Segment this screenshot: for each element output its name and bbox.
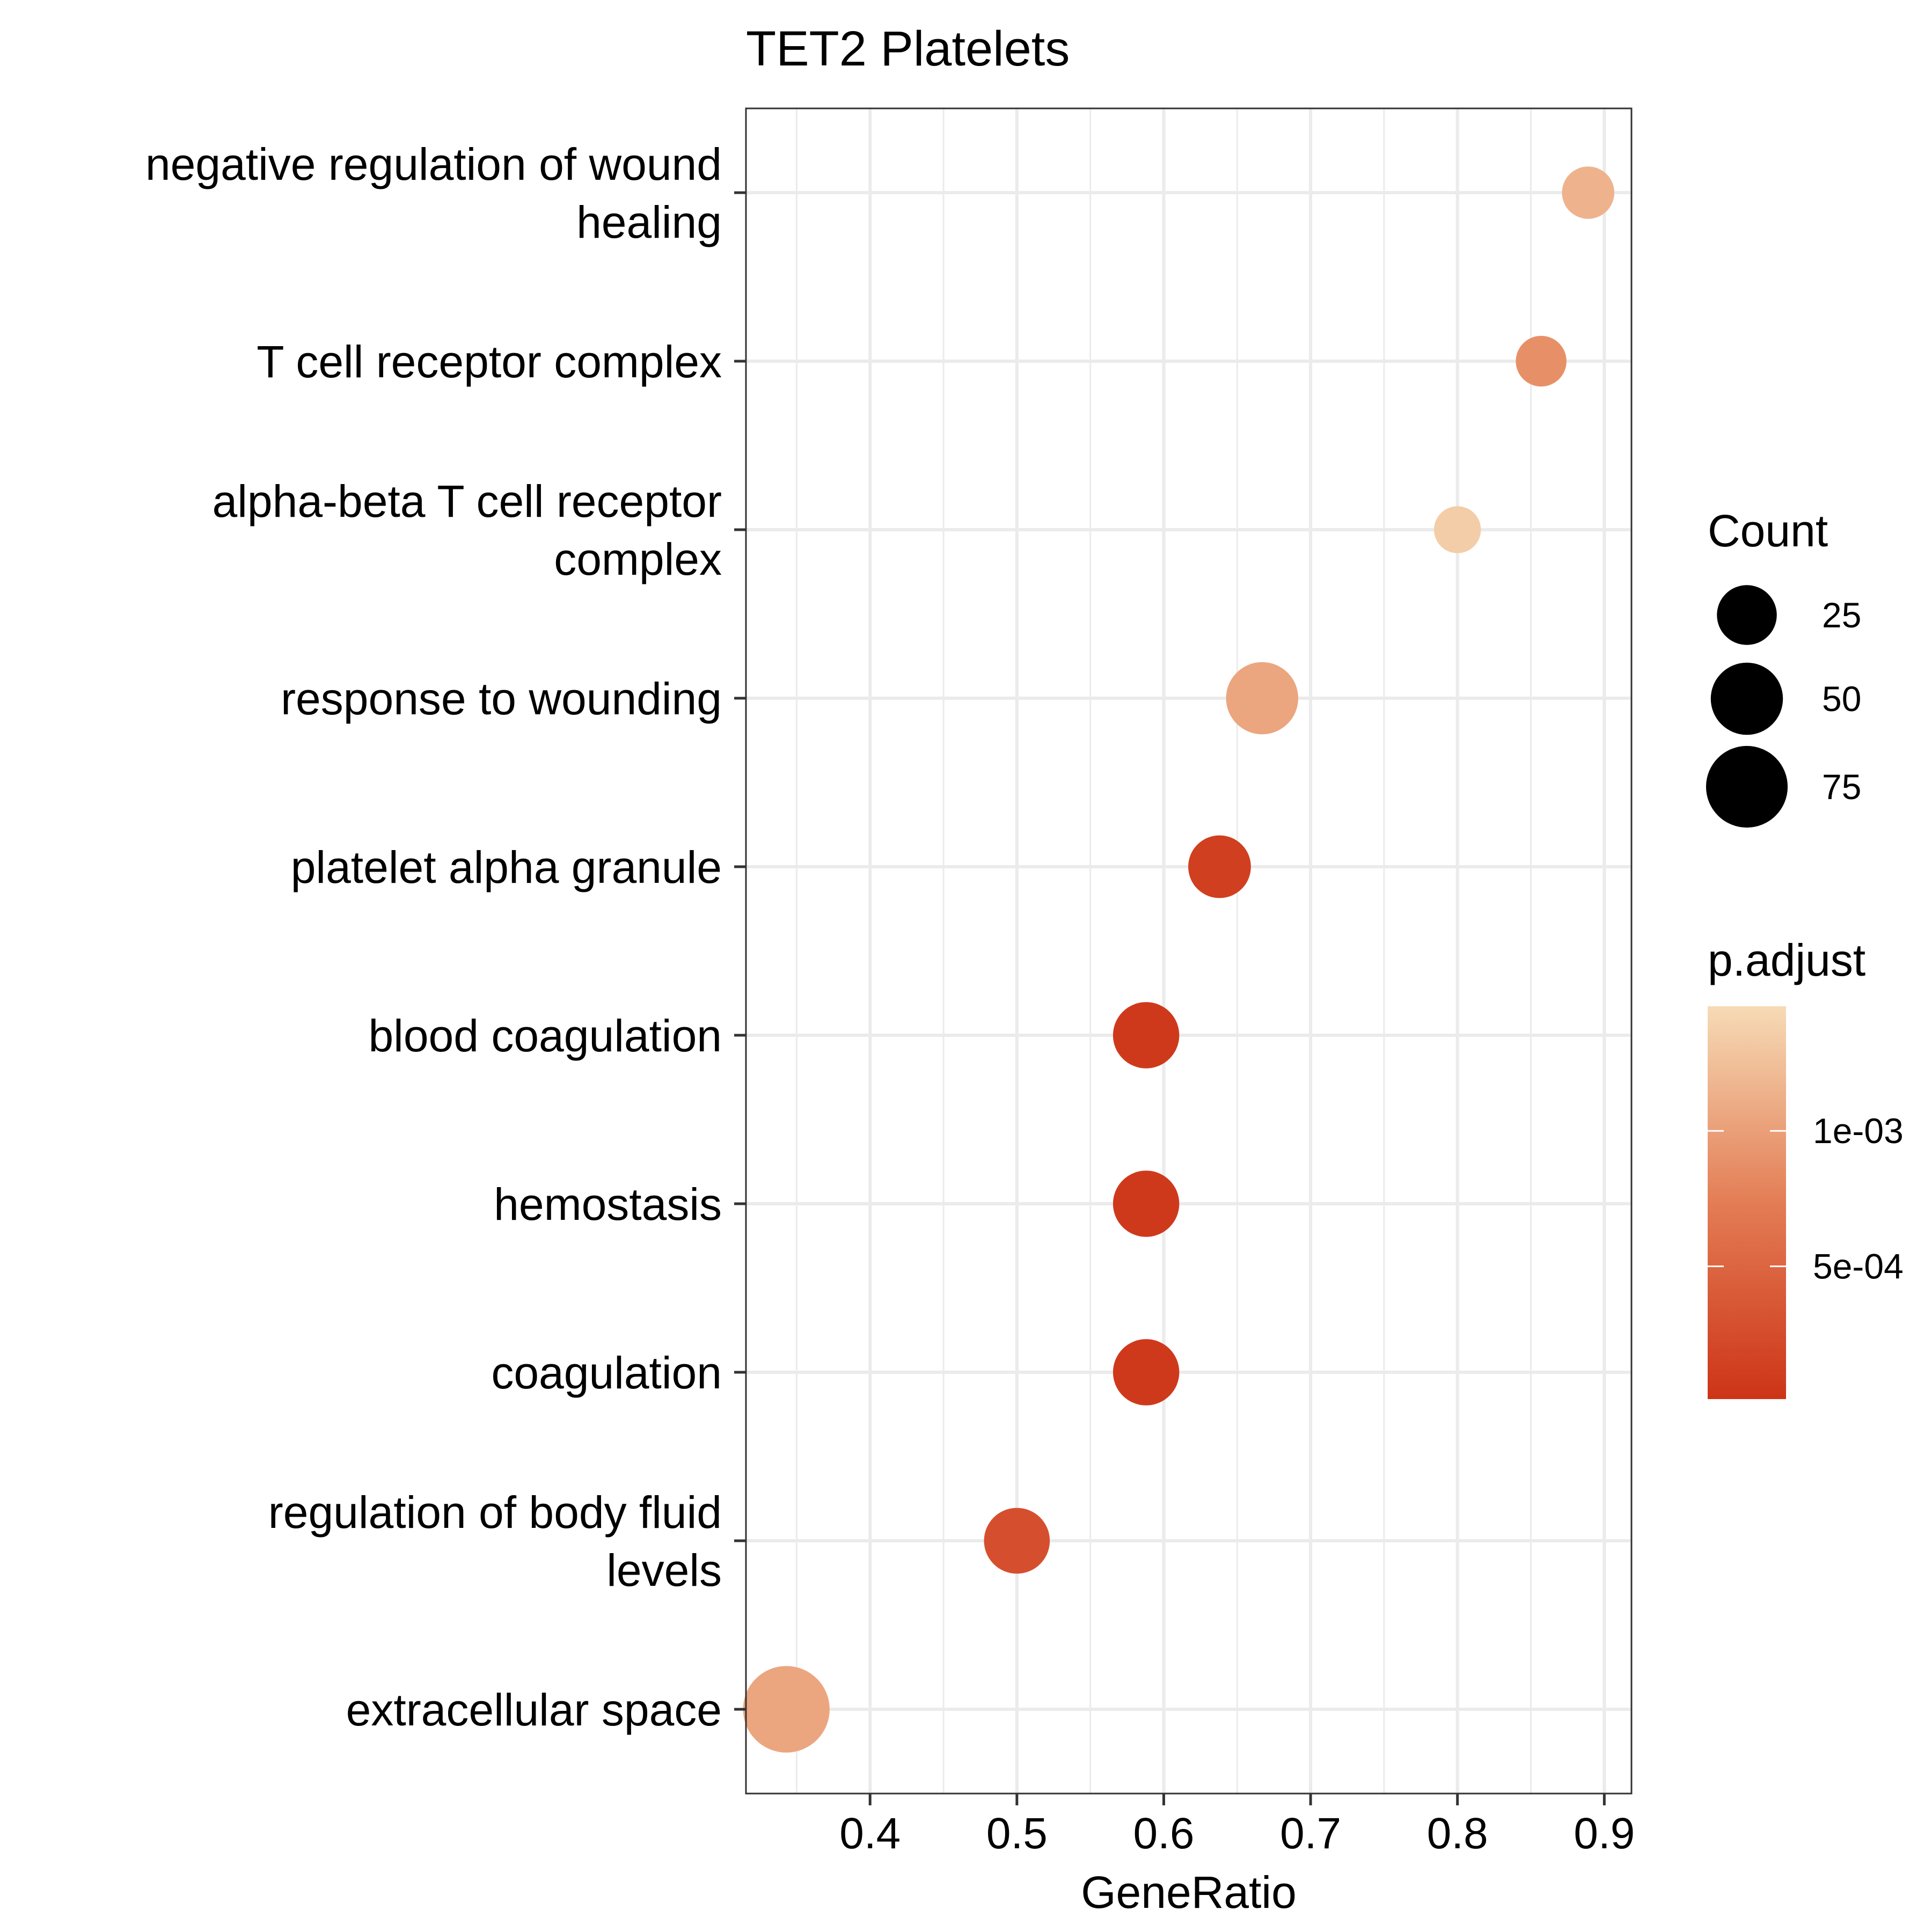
x-tick-label: 0.9 [1574,1809,1635,1858]
x-tick-label: 0.4 [839,1809,901,1858]
count-legend-dot [1717,585,1777,645]
x-tick-label: 0.7 [1280,1809,1341,1858]
data-point [1516,335,1567,387]
grid-lines [746,108,1631,1794]
y-tick-label: coagulation [491,1348,722,1398]
data-point [1188,835,1251,898]
p-adjust-legend: p.adjust 1e-03 5e-04 [1708,935,1904,1399]
p-adjust-label: 5e-04 [1813,1247,1904,1286]
data-point [1113,1170,1180,1237]
y-tick-label: regulation of body fluid levels [268,1487,722,1596]
x-axis-title: GeneRatio [1081,1867,1297,1918]
count-legend: Count 25 50 75 [1706,506,1861,828]
data-point [1113,1002,1180,1069]
count-legend-label: 50 [1822,679,1861,719]
count-legend-dot [1710,662,1783,735]
p-adjust-colorbar [1708,1006,1786,1399]
y-tick-label: blood coagulation [368,1011,722,1061]
data-point [1562,166,1615,219]
data-point [1226,662,1299,735]
data-point [984,1507,1050,1574]
x-axis: 0.4 0.5 0.6 0.7 0.8 0.9 [839,1794,1635,1858]
count-legend-label: 25 [1822,595,1861,635]
p-adjust-legend-keys: 1e-03 5e-04 [1708,1111,1904,1286]
x-tick-label: 0.8 [1427,1809,1488,1858]
x-tick-label: 0.5 [986,1809,1048,1858]
x-tick-label: 0.6 [1133,1809,1194,1858]
plot-panel-border [745,107,1633,1795]
y-tick-label: hemostasis [494,1179,722,1230]
y-axis: negative regulation of wound healing T cel… [145,139,746,1735]
chart-title: TET2 Platelets [746,21,1070,76]
p-adjust-label: 1e-03 [1813,1111,1904,1151]
data-points [743,166,1615,1753]
count-legend-keys: 25 50 75 [1706,585,1861,828]
count-legend-dot [1706,745,1788,828]
data-point [1434,506,1481,553]
y-tick-label: alpha-beta T cell receptor complex [213,476,722,584]
plot-background [746,108,1631,1794]
data-point [743,1666,830,1753]
p-adjust-legend-title: p.adjust [1708,935,1865,985]
data-point [1113,1339,1180,1406]
y-tick-label: T cell receptor complex [257,336,722,387]
y-tick-label: negative regulation of wound healing [145,139,722,247]
count-legend-label: 75 [1822,767,1861,807]
count-legend-title: Count [1708,506,1828,556]
y-tick-label: extracellular space [346,1685,722,1735]
y-tick-label: response to wounding [281,674,722,724]
y-tick-label: platelet alpha granule [291,842,722,892]
